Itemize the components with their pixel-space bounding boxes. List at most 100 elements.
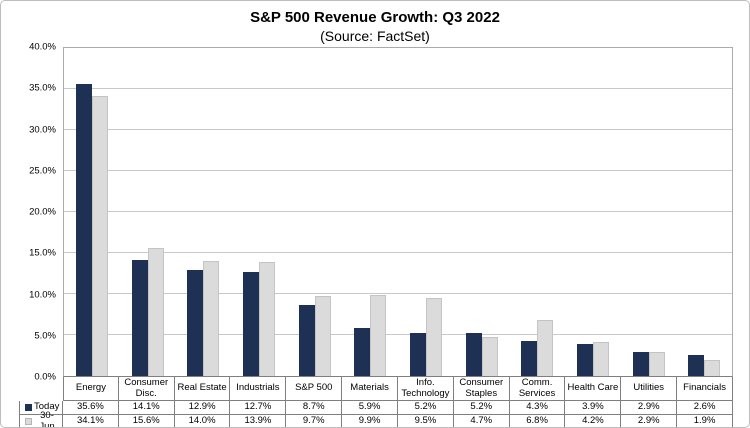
- bar-group-consumer-staples: [454, 48, 510, 376]
- gridline: [64, 334, 732, 335]
- legend-swatch-today: [25, 404, 32, 411]
- bar-30-jun-comm-services: [537, 320, 554, 376]
- table-value-today-utilities: 2.9%: [621, 401, 678, 415]
- table-value-30-jun-real-estate: 14.0%: [175, 415, 231, 427]
- bar-30-jun-consumer-staples: [481, 337, 498, 376]
- table-header-consumer-staples: Consumer Staples: [453, 377, 510, 401]
- table-header-comm-services: Comm. Services: [509, 377, 566, 401]
- bar-group-materials: [342, 48, 398, 376]
- y-axis-tick-label: 15.0%: [29, 247, 56, 259]
- bar-30-jun-info-technology: [425, 298, 442, 376]
- table-value-today-health-care: 3.9%: [565, 401, 622, 415]
- y-axis-tick-label: 30.0%: [29, 124, 56, 135]
- legend-swatch-30-jun: [25, 418, 32, 425]
- table-header-materials: Materials: [342, 377, 398, 401]
- gridline: [64, 293, 732, 294]
- bar-today-consumer-disc: [131, 260, 148, 376]
- gridline: [64, 170, 732, 171]
- bar-30-jun-utilities: [648, 352, 665, 376]
- gridline: [64, 88, 732, 89]
- table-value-30-jun-info-technology: 9.5%: [398, 415, 454, 427]
- legend-label: Today: [34, 401, 60, 413]
- y-axis-tick-label: 20.0%: [29, 206, 56, 218]
- table-value-30-jun-financials: 1.9%: [677, 415, 733, 427]
- y-axis: 0.0% 5.0% 10.0% 15.0% 20.0% 25.0% 30.0% 35.0% 40…: [1, 42, 63, 383]
- table-header-s-p-500: S&P 500: [286, 377, 343, 401]
- bar-today-comm-services: [521, 340, 538, 376]
- table-header-consumer-disc: Consumer Disc.: [118, 377, 175, 401]
- y-axis-tick-label: 5.0%: [34, 330, 56, 342]
- table-value-today-real-estate: 12.9%: [174, 401, 231, 415]
- y-axis-tick-label: 0.0%: [34, 371, 56, 383]
- bar-today-energy: [75, 84, 92, 376]
- bar-group-s-p-500: [287, 48, 343, 376]
- table-value-today-consumer-disc: 14.1%: [118, 401, 175, 415]
- gridline: [64, 211, 732, 212]
- table-value-today-industrials: 12.7%: [230, 401, 287, 415]
- bar-30-jun-industrials: [258, 262, 275, 376]
- bar-group-comm-services: [509, 48, 565, 376]
- table-header-health-care: Health Care: [565, 377, 622, 401]
- bar-group-industrials: [231, 48, 287, 376]
- y-axis-tick-label: 35.0%: [29, 82, 56, 94]
- table-value-30-jun-industrials: 13.9%: [230, 415, 287, 427]
- plot-area: [63, 47, 733, 377]
- legend-label: 30-Jun: [39, 410, 55, 428]
- bar-today-s-p-500: [298, 304, 315, 376]
- bar-today-financials: [688, 354, 705, 376]
- table-value-today-financials: 2.6%: [677, 401, 733, 415]
- table-value-30-jun-consumer-disc: 15.6%: [119, 415, 175, 427]
- table-header-financials: Financials: [677, 377, 733, 401]
- bar-today-health-care: [576, 344, 593, 376]
- title-block: S&P 500 Revenue Growth: Q3 2022 (Source:…: [1, 1, 749, 47]
- table-header-real-estate: Real Estate: [174, 377, 231, 401]
- bar-group-real-estate: [175, 48, 231, 376]
- data-table: Energy Consumer Disc. Real Estate Industria…: [19, 377, 733, 427]
- bar-group-energy: [64, 48, 120, 376]
- legend-30-jun: 30-Jun: [19, 410, 63, 427]
- bar-30-jun-energy: [91, 96, 108, 376]
- bar-group-info-technology: [398, 48, 454, 376]
- bar-30-jun-s-p-500: [314, 296, 331, 376]
- table-value-30-jun-energy: 34.1%: [63, 415, 119, 427]
- chart-title: S&P 500 Revenue Growth: Q3 2022: [250, 9, 500, 26]
- table-value-today-materials: 5.9%: [342, 401, 398, 415]
- table-value-30-jun-comm-services: 6.8%: [510, 415, 566, 427]
- table-header-info-technology: Info. Technology: [397, 377, 454, 401]
- bar-30-jun-financials: [704, 360, 721, 376]
- y-axis-tick-label: 25.0%: [29, 165, 56, 177]
- chart-area: 0.0% 5.0% 10.0% 15.0% 20.0% 25.0% 30.0% 35.0% 40…: [1, 42, 733, 383]
- table-value-today-info-technology: 5.2%: [397, 401, 454, 415]
- chart-subtitle: (Source: FactSet): [320, 28, 430, 44]
- bar-today-materials: [354, 327, 371, 376]
- y-axis-tick-label: 40.0%: [29, 41, 56, 53]
- table-header-energy: Energy: [63, 377, 119, 401]
- legend-today: Today: [19, 401, 63, 415]
- gridline: [64, 252, 732, 253]
- bar-group-utilities: [621, 48, 677, 376]
- bar-group-health-care: [565, 48, 621, 376]
- table-value-today-energy: 35.6%: [63, 401, 119, 415]
- table-value-30-jun-consumer-staples: 4.7%: [454, 415, 510, 427]
- table-header-utilities: Utilities: [621, 377, 678, 401]
- table-value-today-s-p-500: 8.7%: [286, 401, 343, 415]
- bar-today-info-technology: [409, 333, 426, 376]
- table-header-industrials: Industrials: [230, 377, 287, 401]
- bar-today-real-estate: [187, 270, 204, 376]
- bar-today-industrials: [242, 271, 259, 376]
- bar-30-jun-consumer-disc: [147, 248, 164, 376]
- y-axis-tick-label: 10.0%: [29, 289, 56, 300]
- gridline: [64, 129, 732, 130]
- table-value-30-jun-materials: 9.9%: [342, 415, 398, 427]
- table-value-30-jun-s-p-500: 9.7%: [286, 415, 343, 427]
- bar-group-consumer-disc: [120, 48, 176, 376]
- bar-today-utilities: [632, 352, 649, 376]
- table-value-today-consumer-staples: 5.2%: [453, 401, 510, 415]
- bar-30-jun-health-care: [592, 341, 609, 376]
- bar-group-financials: [676, 48, 732, 376]
- bar-today-consumer-staples: [465, 333, 482, 376]
- bar-30-jun-materials: [370, 294, 387, 376]
- bar-30-jun-real-estate: [203, 261, 220, 376]
- table-value-30-jun-utilities: 2.9%: [621, 415, 678, 427]
